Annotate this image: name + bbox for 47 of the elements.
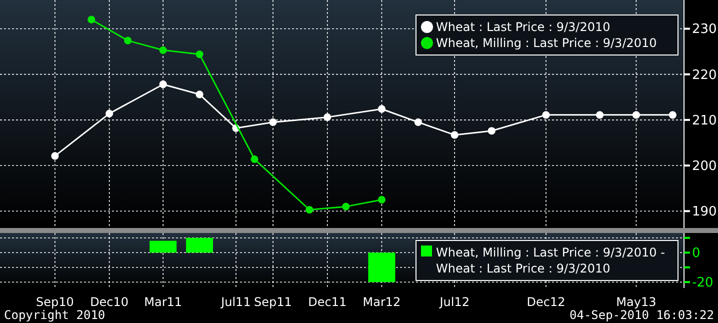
y-tick-label: 220 xyxy=(692,68,717,83)
point xyxy=(88,16,96,24)
x-tick-label: May13 xyxy=(616,295,656,309)
point xyxy=(596,111,604,119)
y-tick-label: 200 xyxy=(692,159,717,174)
point xyxy=(542,111,550,119)
bar xyxy=(150,240,177,253)
legend-label: Wheat, Milling : Last Price : 9/3/2010 - Wheat : Last Price : 9/3/2010 xyxy=(436,246,665,276)
point xyxy=(378,105,386,113)
point xyxy=(324,113,332,121)
y-tick-label: 0 xyxy=(692,246,700,262)
x-tick-label: Dec11 xyxy=(308,295,347,309)
text: 04-Sep-2010 16:03:22 xyxy=(570,308,714,322)
y-tick-label: 210 xyxy=(692,113,717,128)
point xyxy=(342,202,350,210)
point xyxy=(488,127,496,135)
point xyxy=(159,46,167,54)
x-tick-label: Mar11 xyxy=(144,295,182,309)
x-tick-label: Dec12 xyxy=(526,295,566,309)
point xyxy=(378,196,386,204)
point xyxy=(196,90,204,98)
legend-label: Wheat, Milling : Last Price : 9/3/2010 xyxy=(436,36,657,50)
y-tick-label: 190 xyxy=(692,204,717,220)
bar xyxy=(186,238,214,253)
x-tick-label: Jul11 xyxy=(220,295,251,309)
point xyxy=(196,50,204,58)
bar xyxy=(368,252,396,282)
legend-label: Wheat : Last Price : 9/3/2010 xyxy=(436,20,610,34)
point xyxy=(632,111,640,119)
point xyxy=(124,36,132,44)
x-tick-label: Mar12 xyxy=(362,295,401,309)
point xyxy=(668,111,676,119)
point xyxy=(51,152,59,160)
x-tick-label: Jul12 xyxy=(438,295,470,309)
x-tick-label: Sep10 xyxy=(36,295,74,309)
x-tick-label: Dec10 xyxy=(90,295,129,309)
y-tick-label: 230 xyxy=(692,22,717,38)
point xyxy=(306,206,314,214)
point xyxy=(414,118,422,126)
point xyxy=(250,155,258,163)
point xyxy=(450,131,458,139)
point xyxy=(106,110,114,118)
y-tick-label: -20 xyxy=(692,276,714,291)
point xyxy=(159,80,167,88)
x-tick-label: Sep11 xyxy=(254,295,292,309)
point xyxy=(269,118,277,126)
text: Copyright 2010 xyxy=(4,308,106,322)
